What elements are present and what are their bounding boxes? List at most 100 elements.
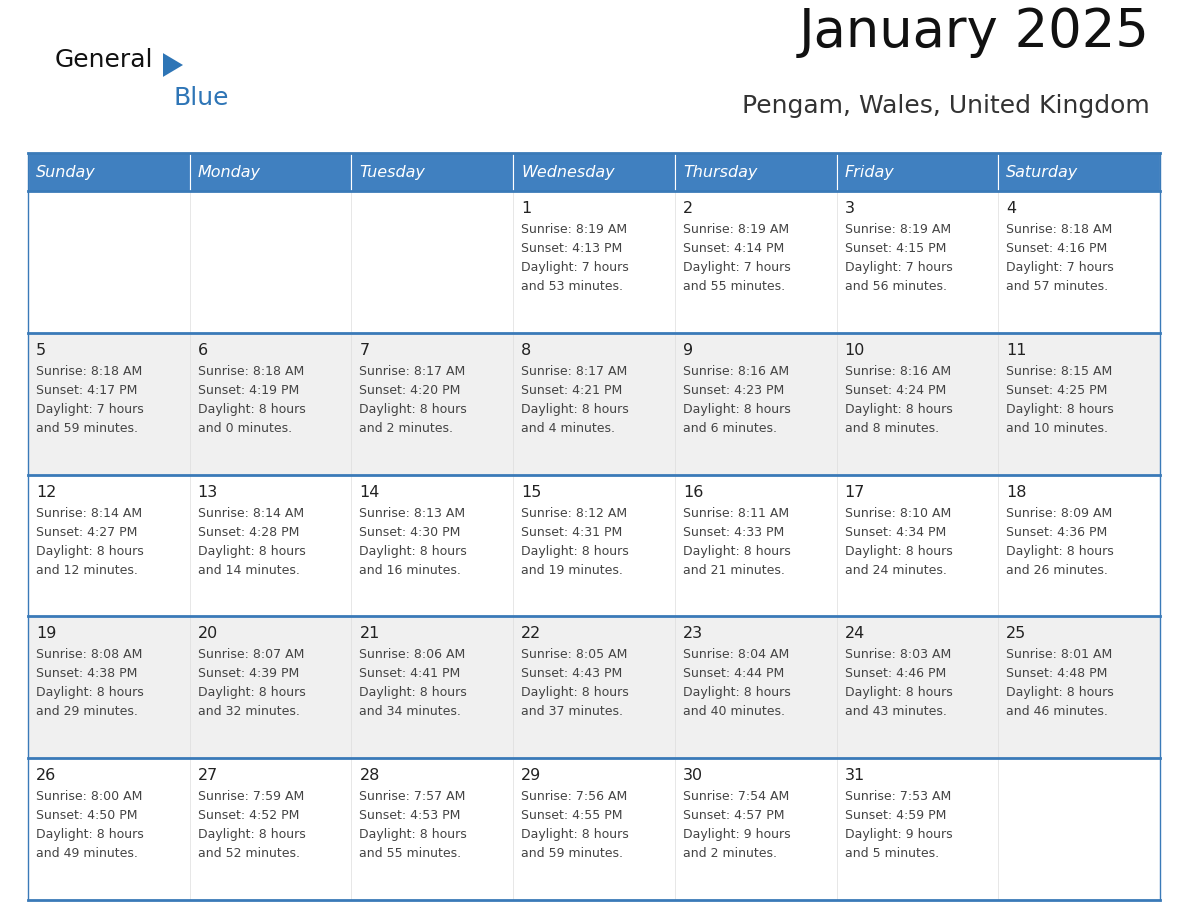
Text: and 32 minutes.: and 32 minutes. [197,705,299,719]
Text: Sunset: 4:34 PM: Sunset: 4:34 PM [845,526,946,539]
Text: and 2 minutes.: and 2 minutes. [683,847,777,860]
Text: Monday: Monday [197,165,260,181]
Text: Sunset: 4:38 PM: Sunset: 4:38 PM [36,667,138,680]
Bar [675,616,836,758]
Text: and 29 minutes.: and 29 minutes. [36,705,138,719]
Bar [513,616,675,758]
Text: 28: 28 [360,768,380,783]
Text: Sunrise: 8:18 AM: Sunrise: 8:18 AM [197,364,304,378]
Text: Sunrise: 7:59 AM: Sunrise: 7:59 AM [197,790,304,803]
Text: and 53 minutes.: and 53 minutes. [522,280,624,293]
Text: Daylight: 8 hours: Daylight: 8 hours [845,544,953,557]
Text: Daylight: 8 hours: Daylight: 8 hours [683,544,790,557]
Text: Daylight: 7 hours: Daylight: 7 hours [1006,261,1114,274]
Text: Daylight: 8 hours: Daylight: 8 hours [683,687,790,700]
Text: Sunrise: 7:56 AM: Sunrise: 7:56 AM [522,790,627,803]
Bar [352,758,513,900]
Text: Sunset: 4:55 PM: Sunset: 4:55 PM [522,809,623,823]
Text: Sunrise: 8:18 AM: Sunrise: 8:18 AM [36,364,143,378]
Text: 2: 2 [683,201,693,216]
Text: Sunset: 4:57 PM: Sunset: 4:57 PM [683,809,784,823]
Bar [352,191,513,333]
Text: 12: 12 [36,485,56,499]
Text: 24: 24 [845,626,865,642]
Text: Sunset: 4:41 PM: Sunset: 4:41 PM [360,667,461,680]
Text: Friday: Friday [845,165,895,181]
Text: 15: 15 [522,485,542,499]
Text: Saturday: Saturday [1006,165,1079,181]
Text: and 5 minutes.: and 5 minutes. [845,847,939,860]
Text: and 0 minutes.: and 0 minutes. [197,421,292,435]
Text: Sunrise: 7:53 AM: Sunrise: 7:53 AM [845,790,950,803]
Bar [998,616,1159,758]
Text: and 21 minutes.: and 21 minutes. [683,564,785,577]
Bar [29,191,190,333]
Text: Thursday: Thursday [683,165,757,181]
Text: 14: 14 [360,485,380,499]
Text: Sunset: 4:36 PM: Sunset: 4:36 PM [1006,526,1107,539]
Text: Sunrise: 8:19 AM: Sunrise: 8:19 AM [683,223,789,236]
Text: Daylight: 8 hours: Daylight: 8 hours [522,828,628,841]
Text: 7: 7 [360,342,369,358]
Text: Sunset: 4:33 PM: Sunset: 4:33 PM [683,526,784,539]
Text: Daylight: 7 hours: Daylight: 7 hours [845,261,953,274]
Bar [998,333,1159,475]
Text: 10: 10 [845,342,865,358]
Text: and 55 minutes.: and 55 minutes. [360,847,462,860]
Bar [352,616,513,758]
Bar [836,191,998,333]
Text: Sunset: 4:21 PM: Sunset: 4:21 PM [522,384,623,397]
Text: 19: 19 [36,626,56,642]
Text: Sunrise: 8:14 AM: Sunrise: 8:14 AM [197,507,304,520]
Bar [675,475,836,616]
Text: and 10 minutes.: and 10 minutes. [1006,421,1108,435]
Text: 22: 22 [522,626,542,642]
Text: Sunset: 4:24 PM: Sunset: 4:24 PM [845,384,946,397]
Text: Daylight: 7 hours: Daylight: 7 hours [522,261,628,274]
Bar [190,475,352,616]
Text: General: General [55,48,153,72]
Text: and 55 minutes.: and 55 minutes. [683,280,785,293]
Text: Sunset: 4:27 PM: Sunset: 4:27 PM [36,526,138,539]
Text: Wednesday: Wednesday [522,165,614,181]
Text: Daylight: 8 hours: Daylight: 8 hours [360,828,467,841]
Text: and 59 minutes.: and 59 minutes. [36,421,138,435]
Text: 30: 30 [683,768,703,783]
Text: and 4 minutes.: and 4 minutes. [522,421,615,435]
Text: 17: 17 [845,485,865,499]
Text: Daylight: 8 hours: Daylight: 8 hours [197,828,305,841]
Text: 31: 31 [845,768,865,783]
Text: Daylight: 8 hours: Daylight: 8 hours [36,687,144,700]
Text: Sunset: 4:13 PM: Sunset: 4:13 PM [522,242,623,255]
Bar [836,616,998,758]
Text: 1: 1 [522,201,531,216]
Bar [836,475,998,616]
Text: 6: 6 [197,342,208,358]
Text: Sunrise: 7:57 AM: Sunrise: 7:57 AM [360,790,466,803]
Text: Sunrise: 8:19 AM: Sunrise: 8:19 AM [522,223,627,236]
Text: Sunset: 4:19 PM: Sunset: 4:19 PM [197,384,299,397]
Bar [29,616,190,758]
Text: and 57 minutes.: and 57 minutes. [1006,280,1108,293]
Text: Sunrise: 8:17 AM: Sunrise: 8:17 AM [360,364,466,378]
Text: Sunrise: 8:06 AM: Sunrise: 8:06 AM [360,648,466,661]
Text: Daylight: 8 hours: Daylight: 8 hours [36,828,144,841]
Text: Daylight: 8 hours: Daylight: 8 hours [1006,544,1114,557]
Text: Sunrise: 8:08 AM: Sunrise: 8:08 AM [36,648,143,661]
Bar [998,191,1159,333]
Bar [675,191,836,333]
Text: and 40 minutes.: and 40 minutes. [683,705,785,719]
Text: Sunrise: 8:17 AM: Sunrise: 8:17 AM [522,364,627,378]
Text: Pengam, Wales, United Kingdom: Pengam, Wales, United Kingdom [742,94,1150,118]
Text: and 8 minutes.: and 8 minutes. [845,421,939,435]
Text: Daylight: 8 hours: Daylight: 8 hours [522,544,628,557]
Text: 16: 16 [683,485,703,499]
Text: Sunrise: 8:03 AM: Sunrise: 8:03 AM [845,648,950,661]
Text: and 2 minutes.: and 2 minutes. [360,421,454,435]
Text: Daylight: 8 hours: Daylight: 8 hours [522,403,628,416]
Text: 26: 26 [36,768,56,783]
Text: Daylight: 8 hours: Daylight: 8 hours [1006,403,1114,416]
Text: Sunrise: 8:12 AM: Sunrise: 8:12 AM [522,507,627,520]
Text: Daylight: 8 hours: Daylight: 8 hours [197,403,305,416]
Text: and 56 minutes.: and 56 minutes. [845,280,947,293]
